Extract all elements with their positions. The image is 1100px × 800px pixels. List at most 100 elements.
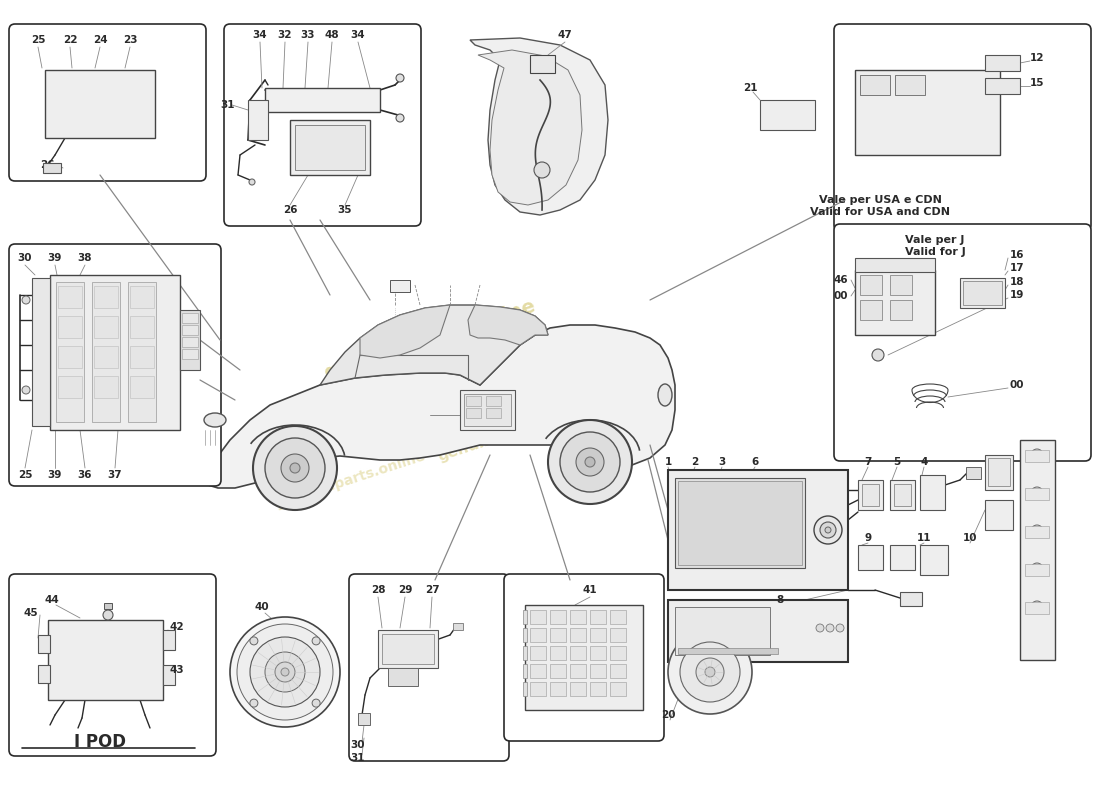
Bar xyxy=(390,280,410,292)
Bar xyxy=(610,682,626,696)
Text: 27: 27 xyxy=(425,585,439,595)
Circle shape xyxy=(22,386,30,394)
Bar xyxy=(550,664,566,678)
Circle shape xyxy=(253,426,337,510)
Bar xyxy=(530,664,546,678)
Circle shape xyxy=(265,438,324,498)
Text: 43: 43 xyxy=(170,665,185,675)
Text: 32: 32 xyxy=(277,30,293,40)
Bar xyxy=(530,682,546,696)
Bar xyxy=(1025,564,1049,576)
Text: 47: 47 xyxy=(558,30,572,40)
Bar xyxy=(610,628,626,642)
FancyBboxPatch shape xyxy=(9,574,216,756)
Bar xyxy=(522,610,527,624)
Circle shape xyxy=(265,652,305,692)
Bar xyxy=(610,610,626,624)
Bar xyxy=(248,100,268,140)
Circle shape xyxy=(22,296,30,304)
Bar xyxy=(860,75,890,95)
Text: 10: 10 xyxy=(962,533,977,543)
Bar xyxy=(163,630,175,650)
Circle shape xyxy=(236,624,333,720)
Circle shape xyxy=(1031,563,1043,575)
Bar xyxy=(464,394,512,426)
Bar xyxy=(966,467,981,479)
Bar xyxy=(32,278,50,426)
Bar xyxy=(43,163,60,173)
Text: 26: 26 xyxy=(41,160,55,170)
Text: 19: 19 xyxy=(1010,290,1024,300)
Text: 24: 24 xyxy=(92,35,108,45)
Bar xyxy=(855,70,1000,155)
Text: 2: 2 xyxy=(692,457,698,467)
Text: 3: 3 xyxy=(718,457,726,467)
Text: 11: 11 xyxy=(916,533,932,543)
Bar xyxy=(48,620,163,700)
Bar xyxy=(984,78,1020,94)
Text: 31: 31 xyxy=(221,100,235,110)
Bar xyxy=(550,628,566,642)
Circle shape xyxy=(836,624,844,632)
Bar xyxy=(130,346,154,368)
Ellipse shape xyxy=(204,413,226,427)
Circle shape xyxy=(290,463,300,473)
Bar xyxy=(610,646,626,660)
Bar xyxy=(675,607,770,655)
Bar xyxy=(984,500,1013,530)
Bar xyxy=(890,545,915,570)
Bar xyxy=(988,458,1010,486)
Text: 36: 36 xyxy=(78,470,92,480)
Text: 34: 34 xyxy=(253,30,267,40)
Bar xyxy=(1025,526,1049,538)
Circle shape xyxy=(1031,449,1043,461)
Bar xyxy=(58,316,82,338)
Text: 1: 1 xyxy=(664,457,672,467)
FancyBboxPatch shape xyxy=(9,244,221,486)
FancyBboxPatch shape xyxy=(224,24,421,226)
Bar xyxy=(530,646,546,660)
Bar xyxy=(94,286,118,308)
Bar xyxy=(900,592,922,606)
Circle shape xyxy=(312,699,320,707)
Text: Vale per USA e CDN: Vale per USA e CDN xyxy=(818,195,942,205)
FancyBboxPatch shape xyxy=(9,24,206,181)
Text: 00: 00 xyxy=(1010,380,1024,390)
Circle shape xyxy=(705,667,715,677)
Circle shape xyxy=(816,624,824,632)
Bar xyxy=(486,408,500,418)
Circle shape xyxy=(825,527,830,533)
Bar xyxy=(1025,602,1049,614)
Bar xyxy=(525,605,643,710)
Bar xyxy=(182,349,198,359)
Text: 15: 15 xyxy=(1030,78,1045,88)
Bar xyxy=(590,682,606,696)
Text: 37: 37 xyxy=(108,470,122,480)
Text: 17: 17 xyxy=(1010,263,1024,273)
Text: 25: 25 xyxy=(18,470,32,480)
Bar xyxy=(58,346,82,368)
Bar xyxy=(610,664,626,678)
Bar xyxy=(130,376,154,398)
Bar xyxy=(453,623,463,630)
Bar xyxy=(590,664,606,678)
Bar xyxy=(486,396,500,406)
Text: 7: 7 xyxy=(865,457,871,467)
Text: 38: 38 xyxy=(78,253,92,263)
Text: genuineparts.online: genuineparts.online xyxy=(321,297,538,383)
Circle shape xyxy=(250,637,257,645)
Bar xyxy=(50,275,180,430)
Bar xyxy=(58,376,82,398)
Bar xyxy=(460,390,515,430)
Bar xyxy=(58,286,82,308)
Text: 31: 31 xyxy=(351,753,365,763)
Bar xyxy=(39,665,50,683)
Bar xyxy=(130,316,154,338)
Text: 33: 33 xyxy=(300,30,316,40)
Text: 6: 6 xyxy=(751,457,759,467)
Text: 23: 23 xyxy=(123,35,138,45)
Bar xyxy=(182,337,198,347)
Bar xyxy=(295,125,365,170)
Bar xyxy=(550,646,566,660)
Text: 5: 5 xyxy=(893,457,901,467)
